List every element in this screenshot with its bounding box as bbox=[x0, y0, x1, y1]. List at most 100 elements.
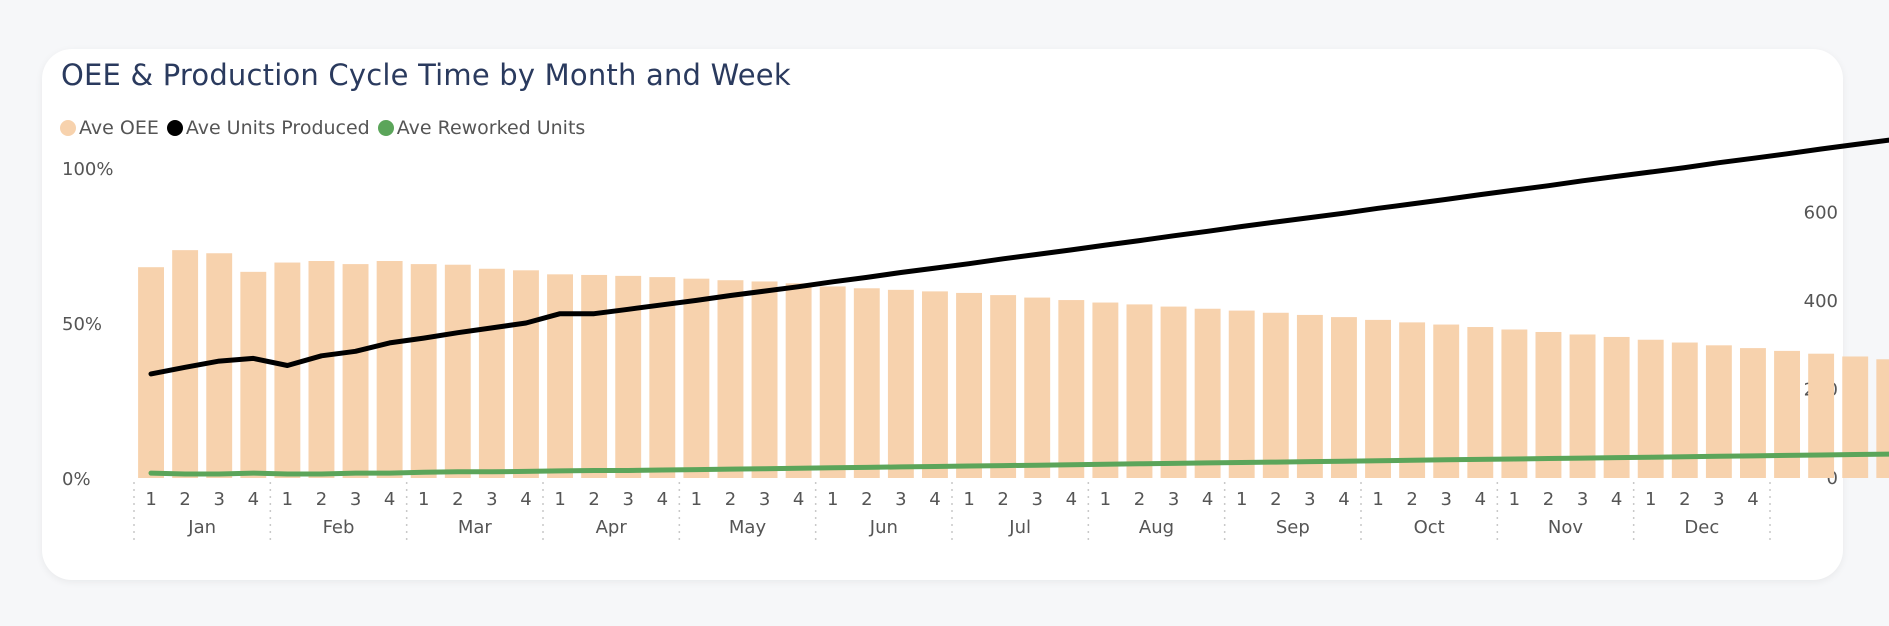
oee-bar bbox=[1774, 350, 1800, 478]
week-tick-label: 3 bbox=[1713, 489, 1724, 510]
legend-item-oee[interactable]: Ave OEE bbox=[60, 117, 159, 139]
oee-bar bbox=[1331, 317, 1357, 478]
oee-bar bbox=[785, 283, 812, 478]
legend-label: Ave OEE bbox=[79, 117, 159, 139]
oee-bar bbox=[717, 280, 744, 478]
oee-bar bbox=[1842, 356, 1869, 478]
week-tick-label: 2 bbox=[1679, 489, 1690, 510]
week-tick-label: 2 bbox=[588, 489, 599, 510]
oee-bar bbox=[1024, 297, 1051, 478]
oee-bar bbox=[1535, 331, 1562, 478]
oee-bar bbox=[581, 274, 608, 478]
oee-bar bbox=[342, 264, 369, 478]
week-tick-label: 2 bbox=[997, 489, 1008, 510]
legend-item-reworked-units[interactable]: Ave Reworked Units bbox=[377, 117, 586, 139]
oee-bar bbox=[1569, 334, 1596, 478]
oee-bar bbox=[922, 291, 948, 478]
week-tick-label: 1 bbox=[963, 489, 974, 510]
oee-bar bbox=[308, 261, 335, 478]
oee-bar bbox=[547, 274, 573, 478]
oee-bar bbox=[1194, 308, 1221, 478]
oee-bar bbox=[1808, 353, 1835, 478]
oee-bar bbox=[410, 264, 437, 478]
oee-bar bbox=[1603, 336, 1630, 478]
y-left-tick-label: 0% bbox=[62, 469, 91, 490]
y-left-tick-label: 100% bbox=[62, 159, 113, 180]
week-tick-label: 4 bbox=[1475, 489, 1486, 510]
oee-bar bbox=[1876, 359, 1889, 478]
month-label: Feb bbox=[323, 517, 355, 538]
week-tick-label: 4 bbox=[1747, 489, 1758, 510]
week-tick-label: 4 bbox=[520, 489, 531, 510]
month-label: Apr bbox=[596, 517, 628, 538]
chart-legend: Ave OEE Ave Units Produced Ave Reworked … bbox=[60, 117, 593, 139]
week-tick-label: 3 bbox=[895, 489, 906, 510]
legend-label: Ave Units Produced bbox=[185, 117, 370, 139]
month-label: Jun bbox=[869, 517, 898, 538]
week-tick-label: 3 bbox=[759, 489, 770, 510]
week-tick-label: 4 bbox=[248, 489, 259, 510]
chart-title: OEE & Production Cycle Time by Month and… bbox=[61, 58, 791, 92]
month-label: May bbox=[729, 517, 767, 538]
oee-bar bbox=[1228, 310, 1255, 478]
week-tick-label: 2 bbox=[179, 489, 190, 510]
week-tick-label: 2 bbox=[1270, 489, 1281, 510]
oee-bar bbox=[376, 261, 403, 478]
circle-icon bbox=[377, 120, 394, 136]
week-tick-label: 3 bbox=[1168, 489, 1179, 510]
oee-bar bbox=[819, 286, 846, 478]
circle-icon bbox=[166, 120, 183, 136]
week-tick-label: 4 bbox=[1202, 489, 1213, 510]
oee-bar bbox=[853, 288, 880, 478]
week-tick-label: 2 bbox=[316, 489, 327, 510]
y-left-tick-label: 50% bbox=[62, 314, 102, 335]
oee-bar bbox=[1126, 304, 1153, 478]
week-tick-label: 1 bbox=[282, 489, 293, 510]
units-produced-line bbox=[148, 137, 1889, 377]
week-tick-label: 1 bbox=[1372, 489, 1383, 510]
oee-bar bbox=[1501, 329, 1528, 478]
oee-bar bbox=[1433, 324, 1460, 478]
oee-bar bbox=[1399, 322, 1426, 478]
legend-label: Ave Reworked Units bbox=[396, 117, 586, 139]
oee-bar bbox=[1262, 312, 1289, 478]
week-tick-label: 2 bbox=[861, 489, 872, 510]
month-label: Mar bbox=[458, 517, 493, 538]
month-label: Dec bbox=[1684, 517, 1719, 538]
week-tick-label: 3 bbox=[1577, 489, 1588, 510]
week-tick-label: 3 bbox=[1304, 489, 1315, 510]
oee-bar bbox=[1740, 348, 1766, 478]
month-label: Jul bbox=[1008, 517, 1031, 538]
week-tick-label: 1 bbox=[827, 489, 838, 510]
week-tick-label: 4 bbox=[657, 489, 668, 510]
oee-bar bbox=[956, 292, 982, 478]
legend-item-units-produced[interactable]: Ave Units Produced bbox=[166, 117, 370, 139]
week-tick-label: 2 bbox=[725, 489, 736, 510]
month-label: Sep bbox=[1276, 517, 1310, 538]
week-tick-label: 1 bbox=[145, 489, 156, 510]
oee-bar bbox=[683, 278, 710, 478]
oee-bar bbox=[444, 264, 471, 478]
oee-bar bbox=[513, 270, 539, 478]
oee-bar bbox=[1296, 314, 1323, 478]
y-right-tick-label: 0 bbox=[1827, 468, 1838, 489]
circle-icon bbox=[60, 120, 76, 136]
week-tick-label: 1 bbox=[418, 489, 429, 510]
week-tick-label: 1 bbox=[1236, 489, 1247, 510]
month-label: Aug bbox=[1139, 517, 1174, 538]
oee-bar bbox=[1058, 300, 1085, 478]
reworked-units-line bbox=[148, 451, 1889, 477]
oee-bar bbox=[1160, 306, 1187, 478]
oee-bar bbox=[1092, 302, 1119, 478]
week-tick-label: 4 bbox=[929, 489, 940, 510]
oee-bar bbox=[1365, 319, 1391, 478]
week-tick-label: 3 bbox=[213, 489, 224, 510]
week-tick-label: 2 bbox=[1134, 489, 1145, 510]
week-tick-label: 3 bbox=[350, 489, 361, 510]
oee-bar bbox=[240, 271, 267, 478]
week-tick-label: 4 bbox=[1338, 489, 1349, 510]
oee-bar bbox=[206, 253, 233, 478]
week-tick-label: 4 bbox=[1066, 489, 1077, 510]
week-tick-label: 3 bbox=[622, 489, 633, 510]
month-label: Jan bbox=[187, 517, 216, 538]
